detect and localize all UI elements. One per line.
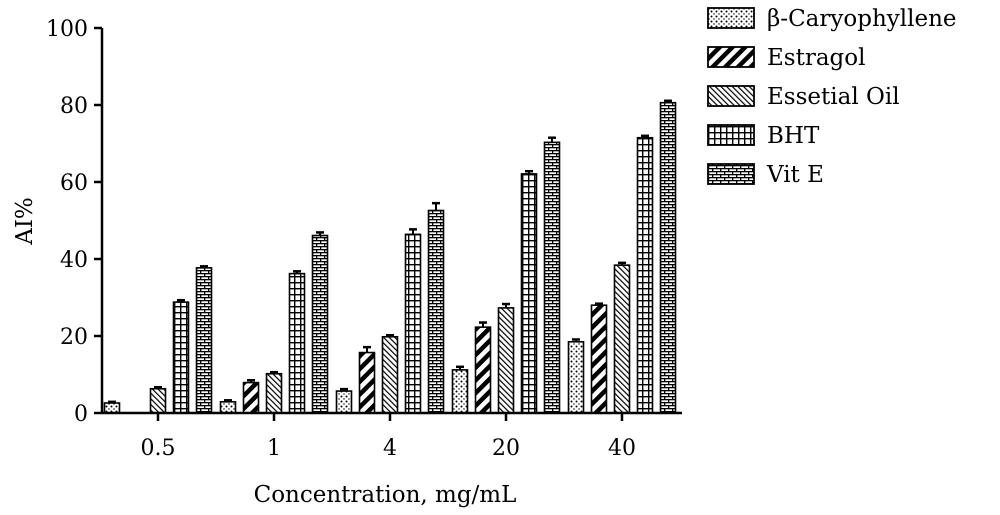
- legend-label: BHT: [767, 123, 820, 149]
- legend-swatch-brick: [707, 163, 755, 185]
- x-tick-label: 1: [267, 436, 281, 461]
- bars-layer: [103, 99, 677, 414]
- bar-thick-diagonal-20: [474, 326, 492, 414]
- bar-dots-0.5: [103, 402, 121, 414]
- legend-label: β-Caryophyllene: [767, 6, 957, 32]
- y-tick-label: 0: [74, 402, 88, 427]
- bar-thin-diagonal-0.5: [149, 387, 167, 414]
- bar-thin-diagonal-20: [497, 307, 515, 414]
- bar-brick-20: [543, 141, 561, 414]
- bar-thin-diagonal-40: [613, 264, 631, 414]
- y-ticks-layer: 0 20 40 60 80 100: [46, 17, 102, 427]
- bar-thick-diagonal-40: [590, 304, 608, 414]
- x-ticks-layer: 0.5 1 4 20 40: [141, 413, 636, 461]
- y-tick-label: 40: [60, 248, 88, 273]
- bar-grid-1: [288, 272, 306, 414]
- legend-swatch-thin-diagonal: [707, 85, 755, 107]
- bar-thin-diagonal-4: [381, 335, 399, 414]
- x-tick-label: 4: [383, 436, 397, 461]
- x-tick-label: 0.5: [141, 436, 176, 461]
- bar-thin-diagonal-1: [265, 372, 283, 414]
- legend: β-Caryophyllene Estragol Essetial Oil BHT Vi…: [707, 6, 957, 188]
- bar-dots-20: [451, 369, 469, 414]
- bar-grid-0.5: [172, 301, 190, 414]
- y-tick-label: 80: [60, 94, 88, 119]
- legend-swatch-thick-diagonal: [707, 46, 755, 68]
- bar-dots-40: [567, 340, 585, 414]
- bar-grid-40: [636, 136, 654, 414]
- x-axis-title: Concentration, mg/mL: [254, 482, 517, 508]
- bar-thick-diagonal-4: [358, 351, 376, 414]
- bar-brick-40: [659, 101, 677, 414]
- y-tick-label: 20: [60, 325, 88, 350]
- legend-label: Estragol: [767, 45, 865, 71]
- legend-label: Essetial Oil: [767, 84, 900, 110]
- y-tick-label: 100: [46, 17, 88, 42]
- x-tick-label: 40: [608, 436, 636, 461]
- y-tick-label: 60: [60, 171, 88, 196]
- bar-grid-20: [520, 173, 538, 414]
- legend-swatch-dots: [707, 7, 755, 29]
- bar-brick-4: [427, 209, 445, 414]
- bar-thick-diagonal-1: [242, 381, 260, 414]
- bar-dots-1: [219, 401, 237, 414]
- y-axis-title: AI%: [12, 197, 38, 246]
- bar-grid-4: [404, 233, 422, 414]
- bar-brick-1: [311, 234, 329, 414]
- bar-brick-0.5: [195, 267, 213, 414]
- legend-swatch-grid: [707, 124, 755, 146]
- legend-label: Vit E: [766, 162, 824, 188]
- x-tick-label: 20: [492, 436, 520, 461]
- bar-dots-4: [335, 390, 353, 414]
